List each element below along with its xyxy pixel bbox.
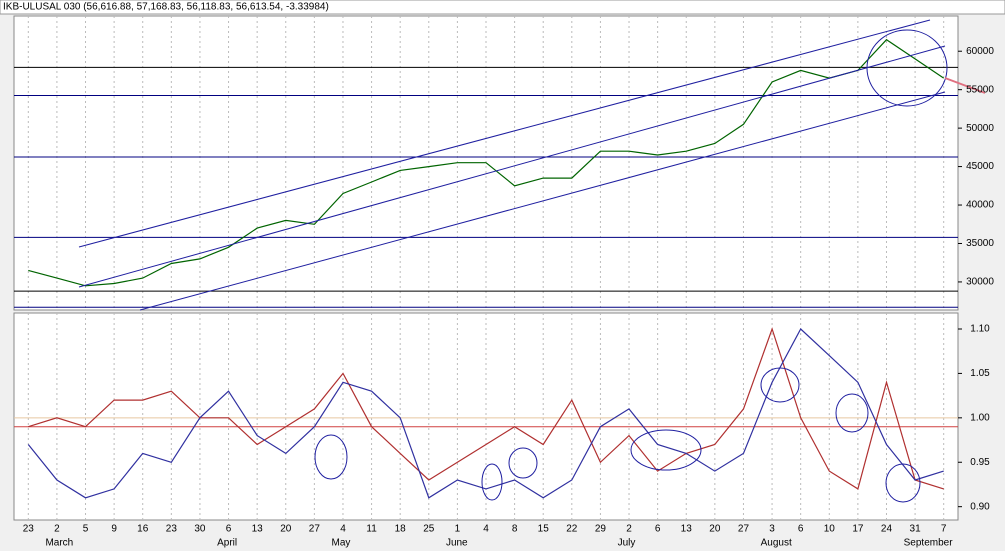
x-tick-label: 11	[366, 524, 377, 535]
channel-line	[139, 91, 946, 311]
x-tick-label: 16	[137, 524, 149, 535]
x-tick-label: 24	[881, 524, 893, 535]
x-tick-label: 23	[166, 524, 178, 535]
x-tick-label: 20	[280, 524, 292, 535]
marks	[27, 38, 945, 499]
x-tick-label: 27	[309, 524, 321, 535]
month-label: August	[761, 538, 792, 549]
x-tick-label: 23	[23, 524, 35, 535]
x-tick-label: 13	[681, 524, 693, 535]
x-tick-label: 6	[226, 524, 232, 535]
x-tick-label: 30	[194, 524, 206, 535]
arrow	[944, 77, 986, 94]
x-tick-label: 25	[423, 524, 435, 535]
highlight-circle	[760, 367, 800, 403]
y-tick-label: 55000	[966, 84, 994, 95]
channel-line	[78, 45, 946, 288]
y-tick-label: 40000	[966, 200, 994, 211]
y-tick-label: 35000	[966, 238, 994, 249]
title-bar	[0, 0, 1005, 15]
x-tick-label: 13	[252, 524, 264, 535]
x-tick-label: 6	[798, 524, 804, 535]
x-tick-label: 29	[595, 524, 607, 535]
x-tick-label: 17	[852, 524, 864, 535]
highlight-circle	[866, 29, 948, 107]
y-tick-label: 50000	[966, 123, 994, 134]
annotations	[78, 19, 986, 503]
y-tick-label: 1.00	[970, 412, 990, 423]
y-tick-label: 60000	[966, 46, 994, 57]
highlight-circle	[481, 463, 503, 501]
x-tick-label: 31	[910, 524, 922, 535]
x-tick-label: 27	[738, 524, 750, 535]
month-label: July	[618, 538, 636, 549]
x-tick-label: 2	[626, 524, 632, 535]
data-line	[28, 327, 944, 490]
x-tick-label: 1	[455, 524, 461, 535]
channel-line	[78, 19, 931, 248]
chart-title: IKB-ULUSAL 030 (56,616.88, 57,168.83, 56…	[3, 2, 329, 13]
x-tick-label: 20	[709, 524, 721, 535]
data-line	[28, 38, 945, 287]
x-tick-label: 6	[655, 524, 661, 535]
x-tick-label: 2	[54, 524, 60, 535]
x-tick-label: 8	[512, 524, 518, 535]
y-tick-label: 1.10	[970, 324, 990, 335]
x-tick-label: 4	[483, 524, 489, 535]
x-tick-label: 10	[824, 524, 836, 535]
month-label: April	[217, 538, 237, 549]
highlight-circle	[885, 463, 921, 503]
x-tick-label: 3	[769, 524, 775, 535]
x-tick-label: 22	[566, 524, 578, 535]
highlight-circle	[630, 429, 702, 471]
x-tick-label: 15	[538, 524, 550, 535]
x-tick-label: 4	[340, 524, 346, 535]
month-label: March	[45, 538, 73, 549]
y-tick-label: 30000	[966, 277, 994, 288]
highlight-circle	[835, 393, 869, 433]
x-tick-label: 9	[111, 524, 117, 535]
highlight-circle	[508, 447, 538, 479]
data-line	[27, 328, 944, 499]
x-tick-label: 7	[941, 524, 947, 535]
x-tick-label: 18	[395, 524, 407, 535]
y-tick-label: 0.90	[970, 501, 990, 512]
month-label: June	[446, 538, 468, 549]
x-tick-label: 5	[83, 524, 89, 535]
month-label: May	[332, 538, 351, 549]
month-label: September	[904, 538, 954, 549]
highlight-circle	[314, 434, 348, 480]
y-tick-label: 45000	[966, 161, 994, 172]
y-tick-label: 1.05	[970, 368, 990, 379]
y-tick-label: 0.95	[970, 457, 990, 468]
